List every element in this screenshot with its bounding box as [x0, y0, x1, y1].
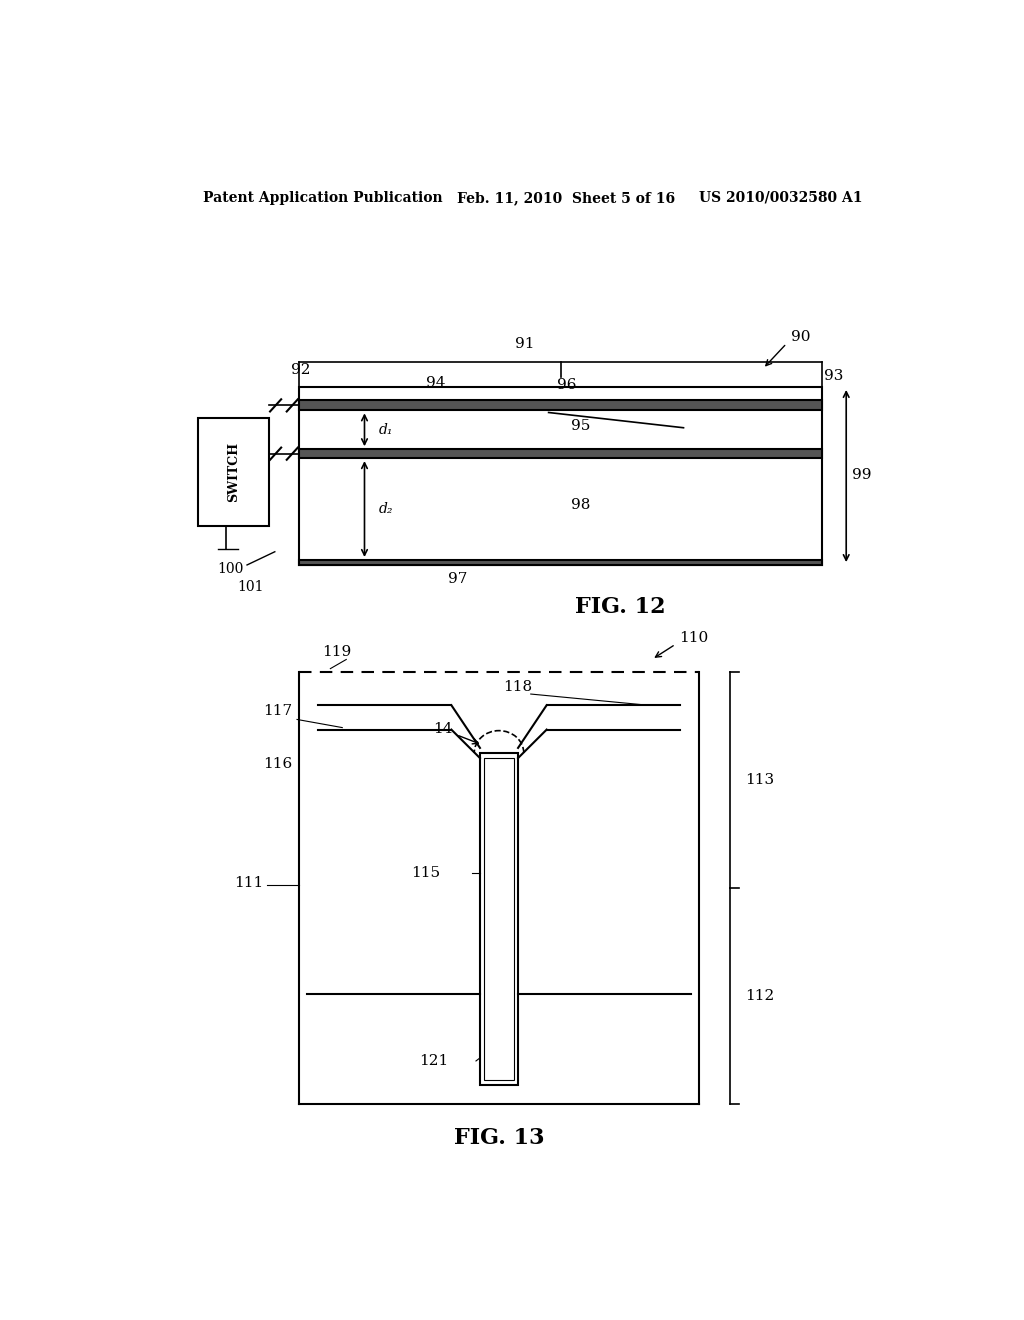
- Text: FIG. 12: FIG. 12: [574, 595, 666, 618]
- Text: 118: 118: [503, 680, 532, 694]
- Text: 94: 94: [426, 376, 445, 391]
- Text: 91: 91: [515, 338, 535, 351]
- Polygon shape: [299, 449, 822, 458]
- Text: 95: 95: [570, 418, 590, 433]
- Text: 112: 112: [745, 989, 775, 1003]
- Text: 92: 92: [291, 363, 310, 378]
- Text: 93: 93: [824, 370, 844, 383]
- Text: 119: 119: [323, 645, 351, 660]
- Text: 113: 113: [745, 772, 774, 787]
- Text: 110: 110: [680, 631, 709, 645]
- Text: 90: 90: [791, 330, 810, 345]
- Text: d₂: d₂: [379, 502, 393, 516]
- Text: 14: 14: [433, 722, 453, 735]
- Text: 111: 111: [233, 876, 263, 890]
- Polygon shape: [299, 400, 822, 411]
- Text: 116: 116: [263, 758, 292, 771]
- Text: 99: 99: [852, 467, 871, 482]
- Polygon shape: [299, 560, 822, 565]
- Text: SWITCH: SWITCH: [227, 442, 240, 502]
- Text: 98: 98: [570, 498, 590, 512]
- Text: Feb. 11, 2010  Sheet 5 of 16: Feb. 11, 2010 Sheet 5 of 16: [458, 191, 676, 205]
- Text: 97: 97: [447, 573, 467, 586]
- Text: US 2010/0032580 A1: US 2010/0032580 A1: [699, 191, 863, 205]
- Text: 115: 115: [412, 866, 440, 880]
- Text: 101: 101: [238, 581, 264, 594]
- Text: Patent Application Publication: Patent Application Publication: [204, 191, 443, 205]
- Text: 121: 121: [419, 1055, 449, 1068]
- Text: 100: 100: [217, 562, 244, 576]
- Text: 117: 117: [263, 705, 292, 718]
- Text: 96: 96: [557, 378, 577, 392]
- Text: d₁: d₁: [379, 422, 393, 437]
- Text: FIG. 13: FIG. 13: [455, 1127, 545, 1150]
